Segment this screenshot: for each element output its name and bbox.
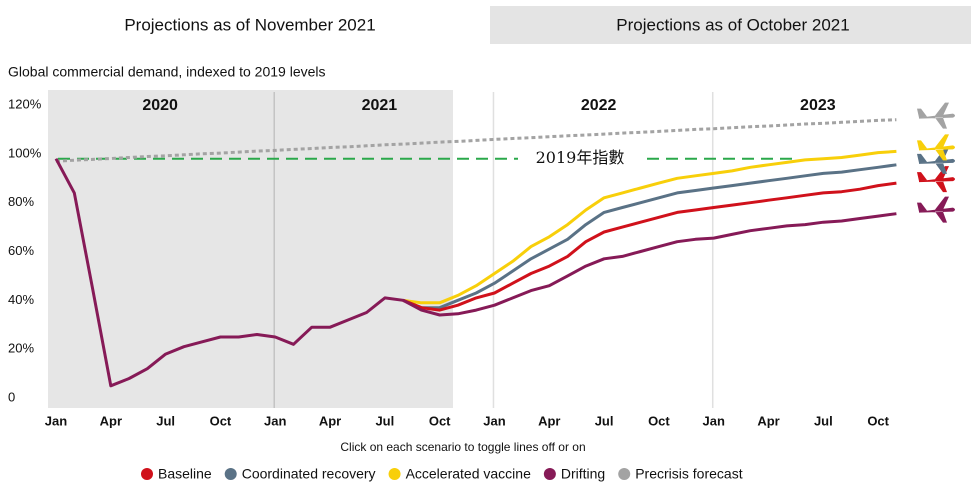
legend-label[interactable]: Baseline <box>158 466 212 482</box>
series-line[interactable] <box>402 149 897 305</box>
legend-label[interactable]: Precrisis forecast <box>635 466 742 482</box>
x-tick-label: Jan <box>264 413 286 428</box>
year-label: 2023 <box>800 97 836 114</box>
x-tick-label: Oct <box>867 413 889 428</box>
reference-label: 2019年指數 <box>536 148 625 167</box>
x-tick-label: Apr <box>538 413 560 428</box>
tab-label[interactable]: Projections as of October 2021 <box>616 15 849 34</box>
x-tick-label: Jan <box>703 413 725 428</box>
x-tick-label: Jul <box>595 413 614 428</box>
plane-icon <box>917 147 955 174</box>
y-tick-label: 40% <box>8 292 34 307</box>
x-tick-label: Apr <box>319 413 341 428</box>
legend-label[interactable]: Coordinated recovery <box>242 466 376 482</box>
y-tick-label: 120% <box>8 96 42 111</box>
y-tick-label: 100% <box>8 145 42 160</box>
x-tick-label: Jul <box>814 413 833 428</box>
plane-icon <box>917 134 955 161</box>
tab-active[interactable] <box>10 6 490 44</box>
y-tick-label: 0 <box>8 389 15 404</box>
note: Click on each scenario to toggle lines o… <box>340 440 585 454</box>
series-line[interactable] <box>54 157 897 388</box>
series-line[interactable] <box>55 118 897 163</box>
legend-label[interactable]: Drifting <box>561 466 605 482</box>
plane-icon <box>917 196 955 223</box>
reference-label-bg <box>518 148 643 169</box>
y-tick-label: 20% <box>8 341 34 356</box>
x-tick-label: Apr <box>757 413 779 428</box>
legend-dot[interactable] <box>141 468 153 480</box>
y-tick-label: 80% <box>8 194 34 209</box>
x-tick-label: Jan <box>45 413 67 428</box>
legend-dot[interactable] <box>224 468 237 480</box>
x-tick-label: Jul <box>375 413 394 428</box>
history-shade <box>48 90 453 408</box>
subtitle: Global commercial demand, indexed to 201… <box>8 64 326 80</box>
x-tick-label: Oct <box>210 413 232 428</box>
series-line[interactable] <box>402 163 897 310</box>
x-tick-label: Jan <box>483 413 505 428</box>
y-tick-label: 60% <box>8 243 34 258</box>
year-label: 2022 <box>581 97 617 114</box>
legend-dot[interactable] <box>543 468 556 480</box>
tab-inactive[interactable] <box>490 6 971 44</box>
legend-label[interactable]: Accelerated vaccine <box>406 466 532 482</box>
year-label: 2021 <box>362 97 398 114</box>
plane-icon <box>917 102 955 129</box>
x-tick-label: Oct <box>429 413 451 428</box>
x-tick-label: Apr <box>100 413 122 428</box>
x-tick-label: Oct <box>648 413 670 428</box>
year-label: 2020 <box>142 97 178 114</box>
series-line[interactable] <box>402 181 897 312</box>
tab-label[interactable]: Projections as of November 2021 <box>124 15 375 34</box>
x-tick-label: Jul <box>156 413 175 428</box>
legend-dot[interactable] <box>388 468 401 480</box>
legend-dot[interactable] <box>618 468 631 480</box>
